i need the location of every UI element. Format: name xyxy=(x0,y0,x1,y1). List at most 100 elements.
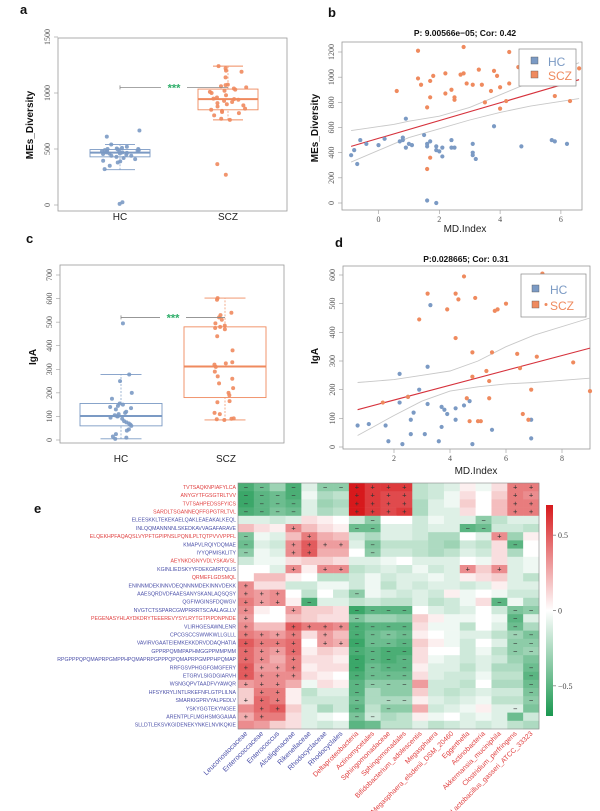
row-label: TVTSAQKNPIAFYLCA xyxy=(183,485,237,491)
negative-sign-marker: − xyxy=(371,713,375,721)
data-point-hc xyxy=(107,163,112,168)
row-label: CPCGSCCSWWKWLLGLLL xyxy=(170,633,236,639)
negative-sign-marker: − xyxy=(244,549,248,557)
heatmap-cell xyxy=(507,688,524,697)
heatmap-cell xyxy=(428,540,445,549)
heatmap-cell xyxy=(364,704,381,713)
heatmap-cell xyxy=(285,483,302,492)
row-label: QRMEFLGDSMQL xyxy=(192,575,236,581)
data-point-hc xyxy=(136,147,141,151)
data-point-hc xyxy=(529,436,534,441)
heatmap-cell xyxy=(475,688,492,697)
heatmap-cell xyxy=(396,606,413,615)
negative-sign-marker: − xyxy=(529,631,533,639)
heatmap-cell xyxy=(523,712,540,722)
heatmap-cell xyxy=(443,614,461,623)
heatmap-cell xyxy=(253,573,270,582)
heatmap-cell xyxy=(443,696,461,705)
heatmap-cell xyxy=(523,679,540,689)
data-point-scz xyxy=(230,376,235,381)
heatmap-cell xyxy=(459,655,476,664)
data-point-scz xyxy=(461,44,466,50)
data-point-scz xyxy=(218,313,223,318)
positive-sign-marker: + xyxy=(291,672,295,680)
data-point-scz xyxy=(230,99,235,104)
heatmap-cell xyxy=(428,647,445,656)
negative-sign-marker: − xyxy=(355,713,359,721)
heatmap-cell xyxy=(285,507,302,517)
heatmap-cell xyxy=(364,614,381,623)
heatmap-cell xyxy=(348,606,366,615)
negative-sign-marker: − xyxy=(355,631,359,639)
heatmap-cell xyxy=(523,589,540,599)
data-point-scz xyxy=(244,85,249,90)
heatmap-cell xyxy=(285,622,302,631)
heatmap-cell xyxy=(238,622,255,631)
negative-sign-marker: − xyxy=(355,525,359,533)
positive-sign-marker: + xyxy=(275,697,279,705)
negative-sign-marker: − xyxy=(371,672,375,680)
heatmap-cell xyxy=(317,647,334,656)
heatmap-frame xyxy=(237,482,540,730)
heatmap-cell xyxy=(380,597,397,607)
heatmap-cell xyxy=(491,499,508,508)
heatmap-cell xyxy=(253,655,270,664)
y-tick-label: 0 xyxy=(327,201,336,205)
heatmap-cell xyxy=(396,712,413,722)
heatmap-cell xyxy=(428,704,445,713)
positive-sign-marker: + xyxy=(339,623,343,631)
heatmap-cell xyxy=(443,524,461,533)
heatmap-cell xyxy=(348,565,366,574)
data-point-hc xyxy=(124,409,129,414)
heatmap-cell xyxy=(269,606,286,615)
heatmap-cell xyxy=(428,663,445,672)
data-point-hc xyxy=(417,387,422,392)
data-point-scz xyxy=(223,66,228,71)
heatmap-cell xyxy=(475,704,492,713)
negative-sign-marker: − xyxy=(244,541,248,549)
x-category-hc-a: HC xyxy=(113,212,127,223)
heatmap-cell xyxy=(412,663,429,672)
heatmap-cell xyxy=(459,581,476,590)
negative-sign-marker: − xyxy=(371,664,375,672)
heatmap-cell xyxy=(412,532,429,541)
heatmap-cell xyxy=(317,696,334,705)
heatmap-cell xyxy=(301,548,318,558)
plot-body-c: *** xyxy=(79,296,267,441)
positive-sign-marker: + xyxy=(275,631,279,639)
heatmap-cell xyxy=(253,614,270,623)
positive-sign-marker: + xyxy=(371,500,375,508)
data-point-scz xyxy=(215,334,220,339)
y-tick-label: 300 xyxy=(328,355,337,367)
negative-sign-marker: − xyxy=(291,508,295,516)
heatmap-cell xyxy=(253,647,270,656)
heatmap-cell xyxy=(507,630,524,640)
data-point-hc xyxy=(422,432,427,437)
heatmap-cell xyxy=(380,606,397,615)
heatmap-cell xyxy=(269,647,286,656)
negative-sign-marker: − xyxy=(466,525,470,533)
heatmap-cell xyxy=(523,614,540,623)
heatmap-cell xyxy=(348,679,366,689)
heatmap-cell xyxy=(333,565,350,574)
heatmap-cell xyxy=(380,565,397,574)
heatmap-cell xyxy=(475,671,492,681)
heatmap-cell xyxy=(443,647,461,656)
heatmap-cell xyxy=(380,556,397,566)
heatmap-cell xyxy=(380,581,397,590)
positive-sign-marker: + xyxy=(275,598,279,606)
panel-b-scatter: b P: 9.00566e−05; Cor: 0.42 MEs_Diversit… xyxy=(310,5,583,235)
heatmap-cell xyxy=(364,606,381,615)
y-tick-label: 500 xyxy=(328,298,337,310)
data-point-scz xyxy=(461,71,466,76)
heatmap-row-labels: TVTSAQKNPIAFYLCA ANYGYTFGSGTRLTVV TVTSAHPE… xyxy=(57,485,236,729)
positive-sign-marker: + xyxy=(291,566,295,574)
heatmap-cell xyxy=(491,614,508,623)
data-point-scz xyxy=(213,321,218,326)
negative-sign-marker: − xyxy=(275,500,279,508)
heatmap-cell xyxy=(301,663,318,672)
row-label: VLIRHGESAWNLENR xyxy=(184,624,236,630)
data-point-scz xyxy=(452,95,457,100)
heatmap-cell xyxy=(443,548,461,558)
